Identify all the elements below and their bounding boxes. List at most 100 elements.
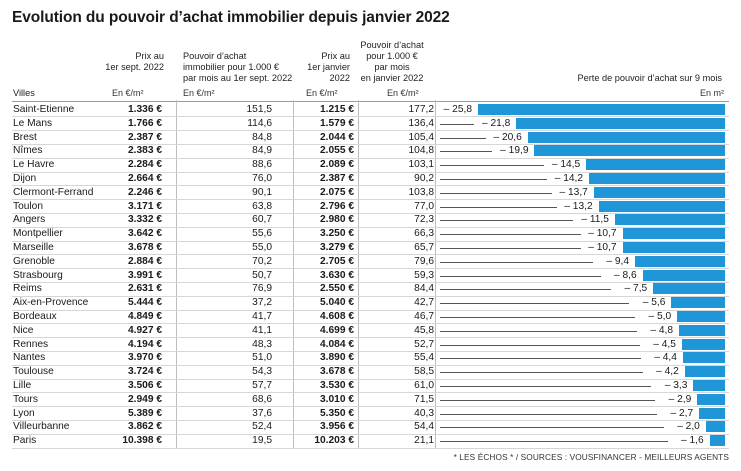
price-sept-cell: 3.724 €: [128, 366, 162, 378]
price-jan-cell: 5.040 €: [320, 297, 354, 309]
power-sept-cell: 55,6: [252, 228, 272, 240]
loss-bar: [589, 173, 725, 184]
price-sept-cell: 3.506 €: [128, 380, 162, 391]
leader-line: [440, 330, 638, 332]
table-row: Toulon 3.171 € 63,8 2.796 € 77,0: [12, 200, 729, 213]
table-row: Strasbourg 3.991 € 50,7 3.630 € 59,3: [12, 269, 729, 282]
column-divider-1: [176, 100, 177, 448]
header-price-jan-line1: Prix au: [321, 51, 350, 61]
city-name: Bordeaux: [13, 311, 57, 322]
loss-bar: [635, 255, 725, 267]
loss-label: – 14,5: [551, 159, 581, 171]
loss-label: – 8,6: [614, 269, 637, 281]
row-separator: [12, 130, 729, 132]
loss-bar: [653, 283, 725, 295]
loss-bar: [614, 214, 725, 226]
city-name: Nantes: [13, 352, 46, 364]
header-villes: Villes: [13, 88, 35, 98]
table-row: Montpellier 3.642 € 55,6 3.250 € 66,3: [12, 227, 729, 240]
loss-bar: [677, 311, 725, 322]
loss-bar: [705, 421, 725, 433]
price-jan-cell: 3.956 €: [320, 421, 354, 433]
city-name: Clermont-Ferrand: [13, 186, 94, 198]
leader-line: [440, 192, 552, 194]
price-jan-cell: 2.089 €: [320, 159, 354, 171]
loss-label: – 4,2: [656, 366, 679, 378]
power-jan-cell: 77,0: [414, 200, 434, 212]
leader-line: [440, 399, 656, 401]
loss-label: – 2,7: [670, 407, 694, 419]
header-power-jan-line2: pour 1.000 €: [366, 51, 418, 61]
loss-label: – 3,3: [664, 380, 688, 391]
leader-line: [440, 317, 636, 318]
leader-line: [440, 386, 652, 387]
header-price-jan: Prix au 1er janvier 2022: [282, 51, 350, 84]
price-jan-cell: 2.387 €: [320, 173, 354, 184]
loss-label: – 14,2: [554, 173, 584, 184]
loss-bar: [478, 104, 725, 115]
loss-bar: [622, 228, 725, 240]
power-jan-cell: 52,7: [414, 338, 434, 350]
loss-bar: [682, 352, 725, 364]
row-separator: [12, 281, 729, 283]
row-separator: [12, 392, 729, 394]
chart-title: Evolution du pouvoir d’achat immobilier …: [12, 9, 450, 26]
city-name: Villeurbanne: [13, 421, 70, 433]
row-separator: [12, 350, 729, 352]
loss-label: – 9,4: [606, 255, 630, 267]
row-separator: [12, 433, 729, 435]
power-sept-cell: 50,7: [252, 269, 272, 281]
row-separator: [12, 309, 729, 311]
header-power-jan-line1: Pouvoir d’achat: [360, 40, 424, 50]
price-sept-cell: 3.991 €: [128, 269, 162, 281]
header-price-sept-line2: 1er sept. 2022: [105, 62, 164, 72]
table-row: Paris 10.398 € 19,5 10.203 € 21,1: [12, 434, 729, 447]
loss-bar: [534, 145, 725, 157]
power-sept-cell: 76,9: [252, 283, 272, 295]
power-sept-cell: 68,6: [252, 393, 272, 405]
price-sept-cell: 1.336 €: [128, 104, 162, 115]
leader-line: [440, 441, 668, 443]
city-name: Lyon: [13, 407, 35, 419]
unit-loss: En m²: [700, 88, 725, 98]
price-jan-cell: 2.550 €: [320, 283, 354, 295]
header-power-jan-line4: en janvier 2022: [360, 73, 424, 83]
price-jan-cell: 10.203 €: [314, 435, 354, 447]
leader-line: [440, 344, 640, 346]
loss-bar: [697, 393, 725, 405]
power-sept-cell: 41,7: [252, 311, 272, 322]
price-sept-cell: 10.398 €: [122, 435, 162, 447]
leader-line: [440, 303, 630, 305]
table-row: Reims 2.631 € 76,9 2.550 € 84,4: [12, 282, 729, 295]
row-separator: [12, 447, 729, 449]
row-separator: [12, 157, 729, 159]
power-sept-cell: 54,3: [252, 366, 272, 378]
power-sept-cell: 70,2: [252, 255, 272, 267]
power-jan-cell: 90,2: [414, 173, 434, 184]
row-separator: [12, 364, 729, 366]
power-sept-cell: 37,2: [252, 297, 272, 309]
leader-line: [440, 220, 573, 222]
city-name: Paris: [13, 435, 37, 447]
header-power-sept-line3: par mois au 1er sept. 2022: [183, 73, 293, 83]
power-jan-cell: 59,3: [414, 269, 434, 281]
table-row: Villeurbanne 3.862 € 52,4 3.956 € 54,4: [12, 420, 729, 433]
power-jan-cell: 103,1: [408, 159, 435, 171]
price-jan-cell: 1.215 €: [320, 104, 354, 115]
city-name: Marseille: [13, 242, 54, 253]
table-row: Dijon 2.664 € 76,0 2.387 € 90,2: [12, 172, 729, 185]
table-row: Lyon 5.389 € 37,6 5.350 € 40,3: [12, 407, 729, 420]
power-sept-cell: 51,0: [252, 352, 272, 364]
city-name: Nîmes: [13, 145, 43, 157]
price-jan-cell: 3.890 €: [320, 352, 354, 364]
table-row: Tours 2.949 € 68,6 3.010 € 71,5: [12, 393, 729, 406]
table-row: Saint-Etienne 1.336 € 151,5 1.215 € 177,2: [12, 103, 729, 116]
price-sept-cell: 1.766 €: [128, 117, 162, 129]
header-power-jan-line3: par mois: [374, 62, 410, 72]
loss-bar: [671, 297, 725, 309]
leader-line: [440, 427, 664, 429]
table-row: Le Havre 2.284 € 88,6 2.089 € 103,1: [12, 158, 729, 171]
column-divider-2: [293, 100, 294, 448]
price-sept-cell: 4.194 €: [128, 338, 162, 350]
loss-bar: [642, 269, 725, 281]
